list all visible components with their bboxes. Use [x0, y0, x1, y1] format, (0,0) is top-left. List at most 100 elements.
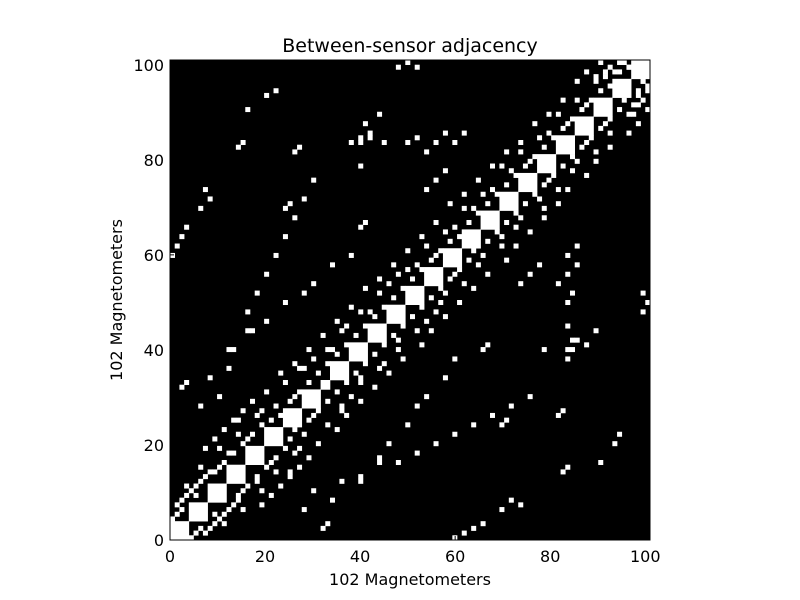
adjacency-cell [631, 111, 637, 117]
adjacency-cell [635, 102, 641, 108]
diagonal-block [226, 464, 246, 484]
diagonal-block [301, 389, 321, 409]
adjacency-cell [574, 158, 580, 164]
adjacency-cell [640, 97, 646, 103]
adjacency-cell [264, 389, 270, 395]
adjacency-cell [442, 290, 448, 296]
adjacency-cell [565, 347, 571, 353]
adjacency-cell [405, 140, 411, 146]
y-axis-ticks: 0 20 40 60 80 100 [133, 56, 174, 550]
adjacency-cell [344, 342, 350, 348]
adjacency-cell [297, 389, 303, 395]
adjacency-cell [287, 436, 293, 442]
adjacency-cell [334, 389, 340, 395]
x-axis-label: 102 Magnetometers [329, 570, 491, 589]
adjacency-cell [245, 483, 251, 489]
adjacency-cell [330, 347, 336, 353]
adjacency-cell [207, 469, 213, 475]
adjacency-cell [617, 107, 623, 113]
adjacency-cell [358, 309, 364, 315]
adjacency-cell [480, 521, 486, 527]
adjacency-cell [377, 111, 383, 117]
adjacency-cell [645, 107, 651, 113]
adjacency-cell [640, 290, 646, 296]
adjacency-cell [381, 361, 387, 367]
adjacency-cell [282, 205, 288, 211]
adjacency-cell [301, 507, 307, 513]
adjacency-cell [508, 497, 514, 503]
adjacency-cell [221, 521, 227, 527]
adjacency-cell [570, 290, 576, 296]
adjacency-cell [466, 257, 472, 263]
adjacency-cell [570, 154, 576, 160]
adjacency-cell [447, 201, 453, 207]
adjacency-cell [537, 135, 543, 141]
adjacency-cell [588, 135, 594, 141]
adjacency-cell [207, 525, 213, 531]
adjacency-cell [292, 215, 298, 221]
adjacency-cell [527, 158, 533, 164]
adjacency-cell [367, 130, 373, 136]
adjacency-cell [635, 60, 641, 66]
adjacency-cell [362, 285, 368, 291]
adjacency-cell [278, 370, 284, 376]
adjacency-cell [235, 492, 241, 498]
adjacency-cell [527, 271, 533, 277]
adjacency-cell [174, 502, 180, 508]
adjacency-cell [202, 474, 208, 480]
adjacency-cell [419, 234, 425, 240]
adjacency-cell [593, 78, 599, 84]
diagonal-block [245, 445, 265, 465]
diagonal-block [207, 483, 227, 503]
adjacency-cell [626, 130, 632, 136]
adjacency-cell [198, 403, 204, 409]
adjacency-cell [414, 64, 420, 70]
adjacency-cell [522, 163, 528, 169]
adjacency-cell [339, 328, 345, 334]
adjacency-cell [231, 450, 237, 456]
adjacency-cell [579, 144, 585, 150]
adjacency-cell [438, 300, 444, 306]
diagonal-block [442, 248, 463, 268]
adjacency-cell [410, 276, 416, 282]
adjacency-cell [386, 281, 392, 287]
adjacency-cell [499, 422, 505, 428]
adjacency-cell [433, 309, 439, 315]
adjacency-cell [245, 309, 251, 315]
adjacency-cell [292, 361, 298, 367]
adjacency-cell [607, 130, 613, 136]
adjacency-cell [292, 450, 298, 456]
adjacency-cell [315, 408, 321, 414]
adjacency-cell [588, 97, 594, 103]
adjacency-cell [367, 309, 373, 315]
adjacency-cell [560, 469, 566, 475]
adjacency-cell [311, 281, 317, 287]
adjacency-cell [541, 144, 547, 150]
adjacency-cell [471, 525, 477, 531]
adjacency-cell [471, 422, 477, 428]
adjacency-cell [212, 469, 218, 475]
adjacency-cell [475, 177, 481, 183]
adjacency-cell [250, 431, 256, 437]
adjacency-cell [621, 97, 627, 103]
adjacency-cell [414, 403, 420, 409]
adjacency-cell [245, 107, 251, 113]
adjacency-cell [221, 427, 227, 433]
adjacency-cell [386, 370, 392, 376]
adjacency-cell [400, 285, 406, 291]
adjacency-cell [273, 403, 279, 409]
adjacency-cell [348, 394, 354, 400]
adjacency-cell [400, 323, 406, 329]
adjacency-cell [555, 412, 561, 418]
adjacency-cell [268, 492, 274, 498]
adjacency-cell [325, 521, 331, 527]
adjacency-cell [353, 332, 359, 338]
adjacency-cell [184, 492, 190, 498]
adjacency-cell [301, 431, 307, 437]
adjacency-cell [358, 140, 364, 146]
adjacency-cell [217, 394, 223, 400]
adjacency-cell [259, 502, 265, 508]
adjacency-cell [471, 248, 477, 254]
adjacency-cell [358, 398, 364, 404]
adjacency-cell [311, 177, 317, 183]
